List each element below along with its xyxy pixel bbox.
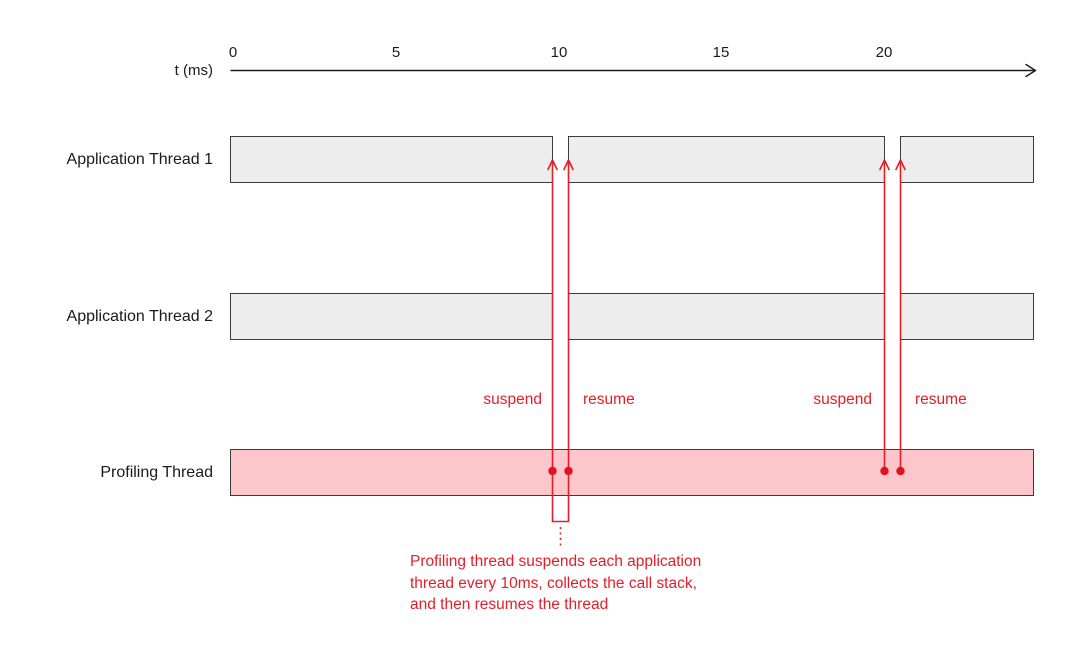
tick-label-5: 5 xyxy=(391,44,401,61)
app-thread-1-segment-3 xyxy=(900,136,1034,183)
app-thread-2-segment-1 xyxy=(230,293,553,340)
app-thread-2-segment-2 xyxy=(568,293,885,340)
app-thread-1-segment-2 xyxy=(568,136,885,183)
app-thread-1-segment-1 xyxy=(230,136,553,183)
suspend-label-2: suspend xyxy=(813,391,872,408)
tick-label-10: 10 xyxy=(550,44,568,61)
tick-label-20: 20 xyxy=(875,44,893,61)
profiling-thread-label: Profiling Thread xyxy=(100,464,213,481)
app-thread-2-segment-3 xyxy=(900,293,1034,340)
resume-label-1: resume xyxy=(583,391,635,408)
tick-label-0: 0 xyxy=(228,44,238,61)
annotation-line-2: thread every 10ms, collects the call sta… xyxy=(410,574,697,592)
annotation-text: Profiling thread suspends each applicati… xyxy=(410,551,790,616)
time-axis-arrow-icon xyxy=(230,63,1037,78)
time-axis-label: t (ms) xyxy=(174,62,213,79)
annotation-line-3: and then resumes the thread xyxy=(410,596,609,613)
tick-label-15: 15 xyxy=(712,44,730,61)
resume-label-2: resume xyxy=(915,391,967,408)
app-thread-2-label: Application Thread 2 xyxy=(66,308,213,325)
app-thread-1-label: Application Thread 1 xyxy=(66,151,213,168)
annotation-line-1: Profiling thread suspends each applicati… xyxy=(410,553,702,570)
profiling-thread-bar xyxy=(230,449,1034,496)
suspend-label-1: suspend xyxy=(483,391,542,408)
